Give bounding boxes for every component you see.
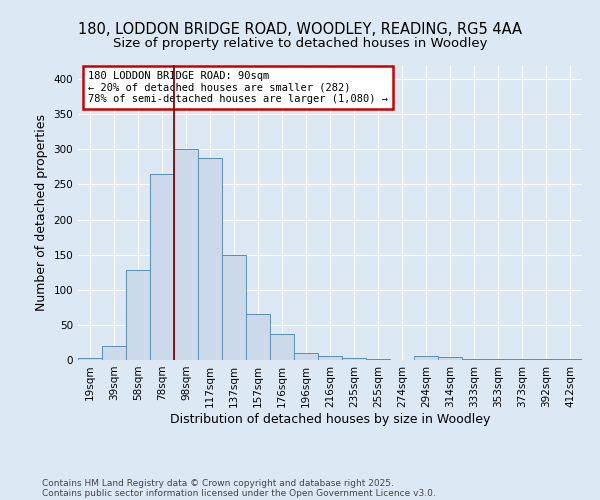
Text: Contains HM Land Registry data © Crown copyright and database right 2025.: Contains HM Land Registry data © Crown c… — [42, 478, 394, 488]
X-axis label: Distribution of detached houses by size in Woodley: Distribution of detached houses by size … — [170, 412, 490, 426]
Bar — [462, 358, 486, 360]
Bar — [342, 358, 366, 360]
Text: Size of property relative to detached houses in Woodley: Size of property relative to detached ho… — [113, 38, 487, 51]
Bar — [126, 270, 150, 360]
Text: Contains public sector information licensed under the Open Government Licence v3: Contains public sector information licen… — [42, 488, 436, 498]
Bar — [78, 358, 102, 360]
Bar — [222, 254, 246, 360]
Text: 180 LODDON BRIDGE ROAD: 90sqm
← 20% of detached houses are smaller (282)
78% of : 180 LODDON BRIDGE ROAD: 90sqm ← 20% of d… — [88, 71, 388, 104]
Bar — [270, 334, 294, 360]
Text: 180, LODDON BRIDGE ROAD, WOODLEY, READING, RG5 4AA: 180, LODDON BRIDGE ROAD, WOODLEY, READIN… — [78, 22, 522, 38]
Bar — [438, 357, 462, 360]
Bar — [414, 356, 438, 360]
Y-axis label: Number of detached properties: Number of detached properties — [35, 114, 48, 311]
Bar — [174, 150, 198, 360]
Bar — [102, 346, 126, 360]
Bar — [366, 358, 390, 360]
Bar — [198, 158, 222, 360]
Bar — [150, 174, 174, 360]
Bar — [246, 314, 270, 360]
Bar — [294, 353, 318, 360]
Bar — [318, 356, 342, 360]
